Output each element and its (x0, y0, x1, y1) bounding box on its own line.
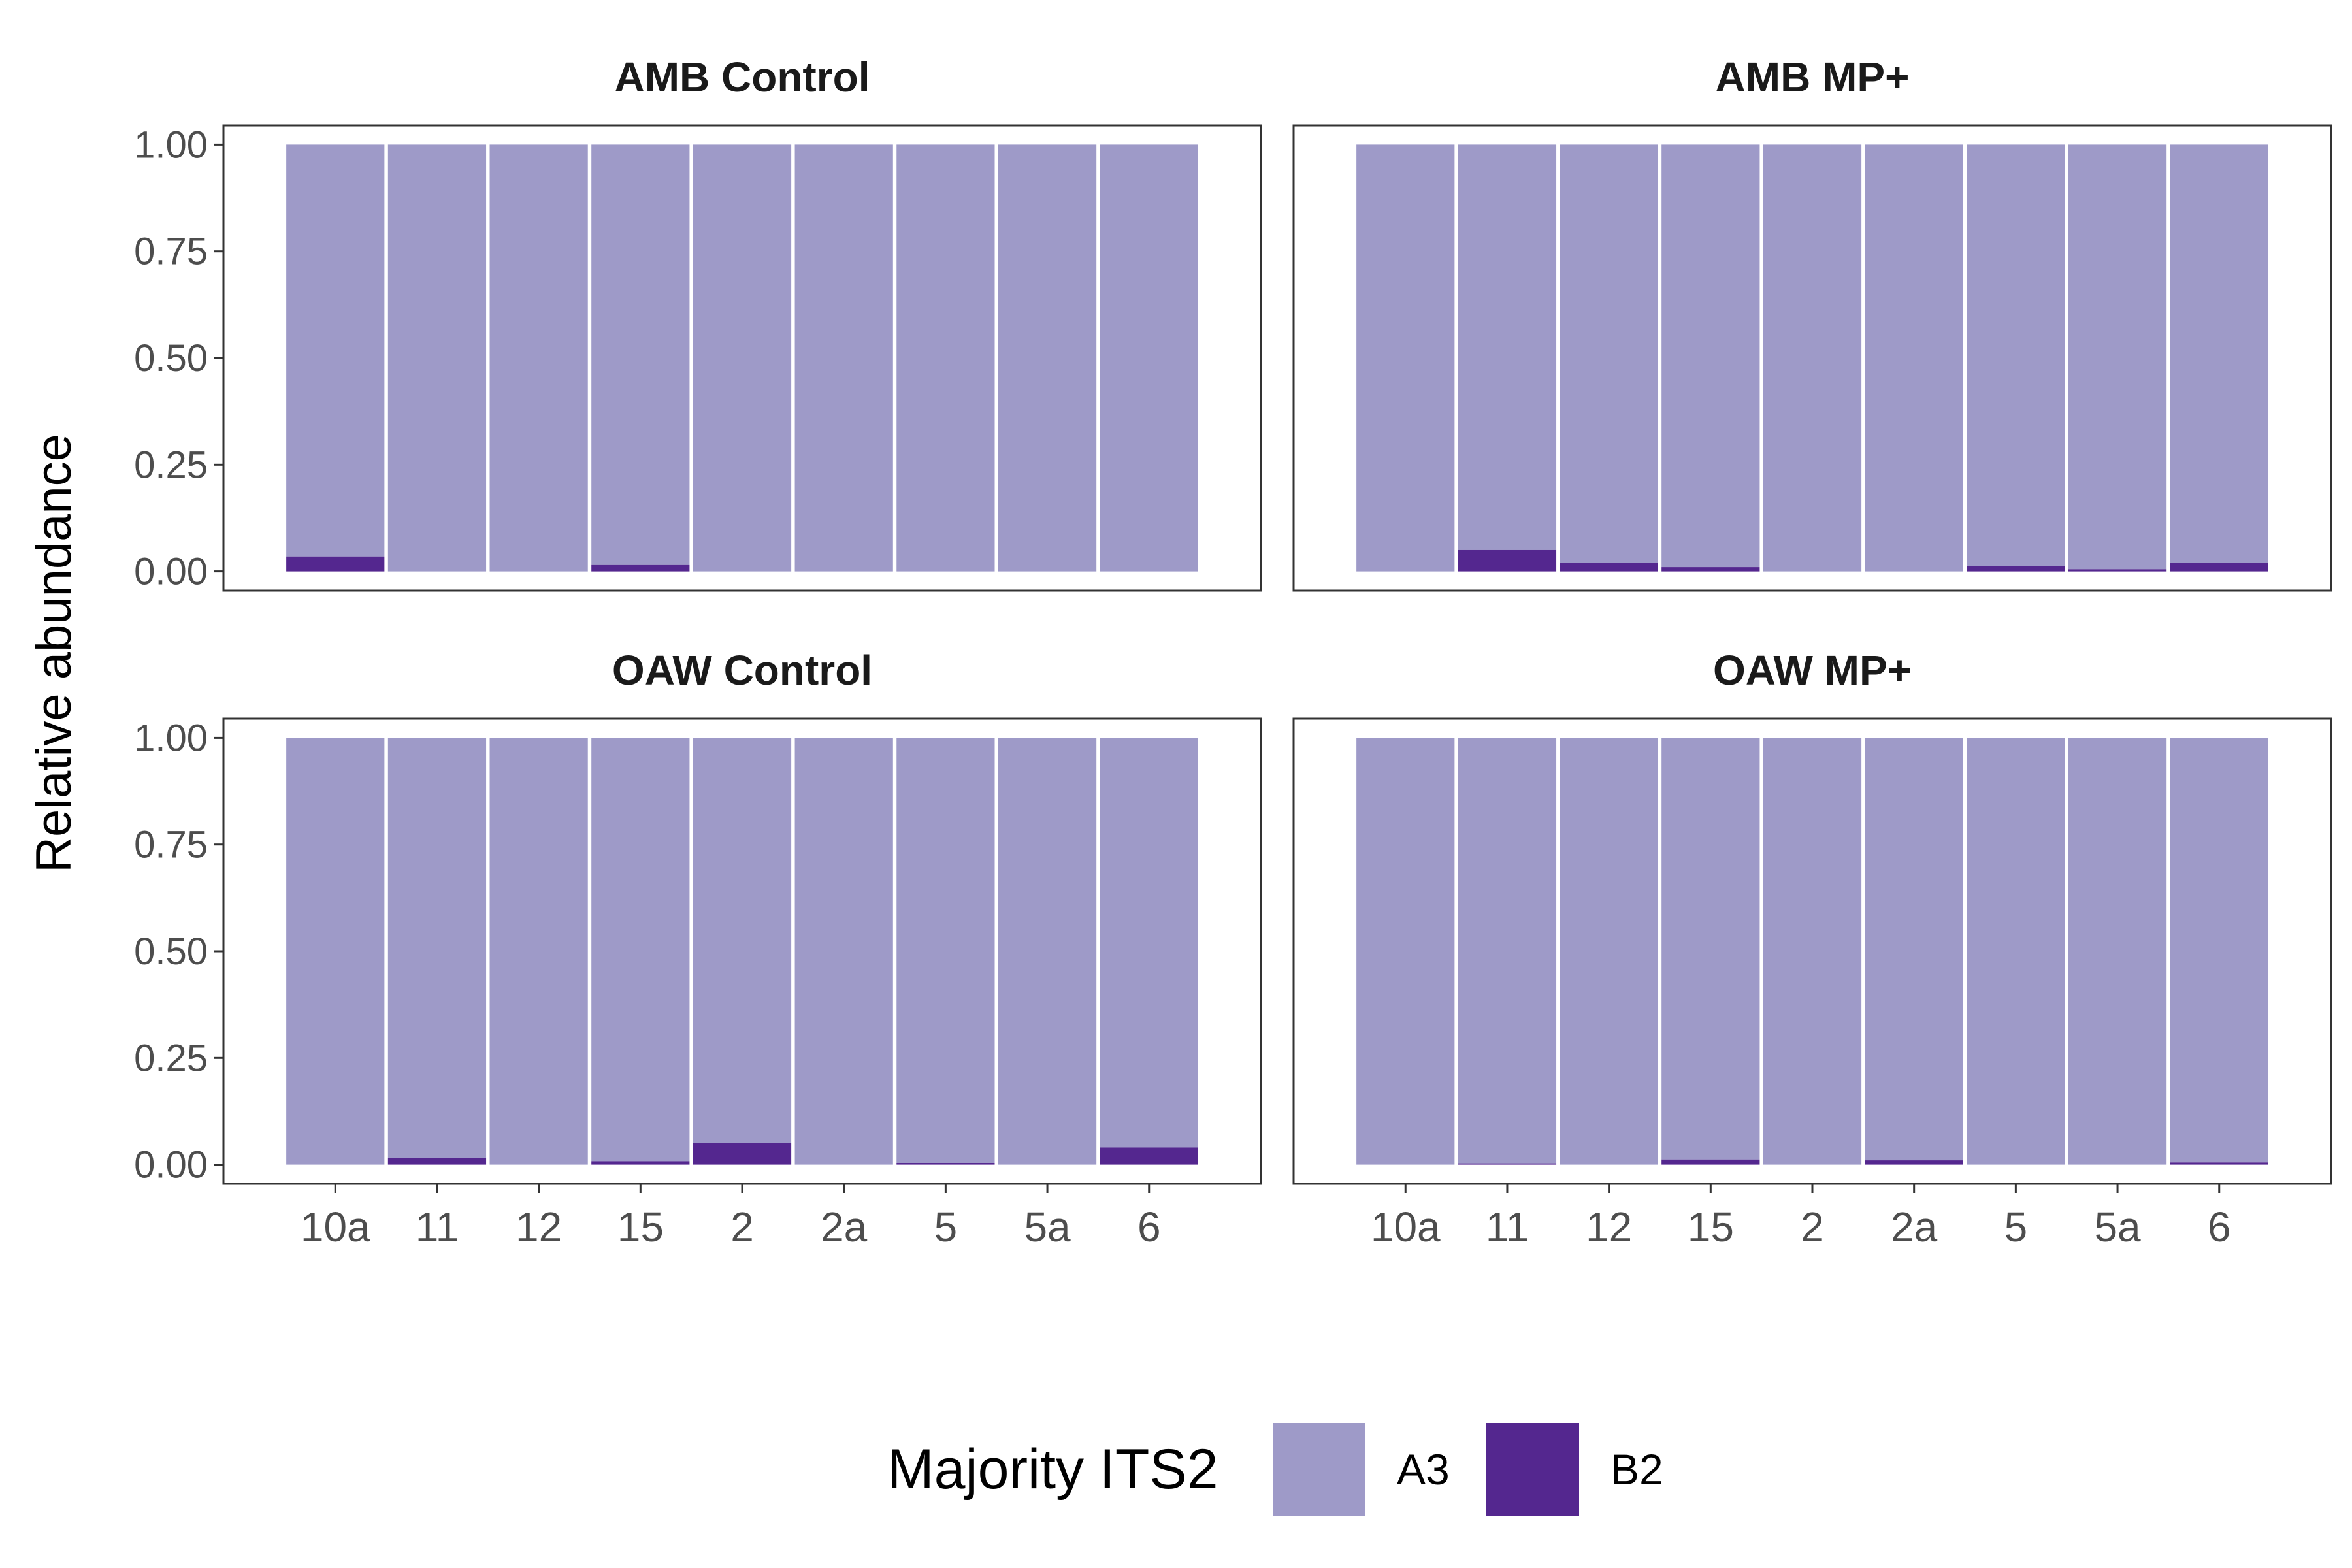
panel-border (1292, 124, 2332, 592)
y-tick-label: 0.25 (134, 444, 208, 486)
bar-b2 (591, 1161, 690, 1165)
x-tick-label: 2a (821, 1203, 868, 1250)
x-tick-label: 5a (1024, 1203, 1071, 1250)
x-tick-label: 2 (730, 1203, 754, 1250)
bar-b2 (1967, 566, 2065, 572)
facet-panel: AMB Control 0.00 0.25 0.50 0.75 1.00 (134, 54, 1262, 593)
x-tick-label: 6 (1137, 1203, 1161, 1250)
y-tick-label: 0.00 (134, 1144, 208, 1186)
bar-a3 (2068, 738, 2167, 1165)
y-tick-label: 0.00 (134, 551, 208, 593)
x-tick-label: 10a (1371, 1203, 1441, 1250)
bar-a3 (896, 738, 995, 1163)
bar-a3 (1661, 144, 1760, 568)
bar-a3 (1865, 144, 1963, 572)
legend-key-a3 (1273, 1423, 1365, 1516)
facet-title: OAW MP+ (1713, 647, 1912, 694)
bar-a3 (998, 738, 1097, 1165)
y-tick-label: 1.00 (134, 123, 208, 166)
bar-b2 (1560, 563, 1658, 572)
bar-a3 (1661, 738, 1760, 1160)
bar-b2 (1100, 1147, 1198, 1165)
bar-b2 (591, 564, 690, 572)
bar-b2 (286, 556, 385, 572)
bar-a3 (2170, 738, 2268, 1163)
bar-a3 (489, 144, 588, 572)
x-tick-label: 12 (515, 1203, 562, 1250)
x-tick-label: 5a (2094, 1203, 2141, 1250)
x-tick-label: 10a (301, 1203, 370, 1250)
x-tick-label: 15 (1688, 1203, 1734, 1250)
bar-a3 (1100, 738, 1198, 1148)
panels: AMB Control 0.00 0.25 0.50 0.75 1.00 AMB MP+ OA… (134, 54, 2332, 1250)
bar-b2 (387, 1158, 487, 1165)
facet-title: AMB MP+ (1716, 54, 1910, 101)
y-tick-label: 0.75 (134, 231, 208, 273)
legend: Majority ITS2 A3 B2 (887, 1423, 1663, 1516)
bar-a3 (794, 144, 893, 572)
bar-b2 (1661, 1159, 1760, 1165)
bar-b2 (2170, 563, 2268, 572)
x-tick-label: 15 (617, 1203, 664, 1250)
x-tick-label: 2 (1801, 1203, 1824, 1250)
y-tick-label: 0.50 (134, 930, 208, 973)
x-tick-label: 5 (2004, 1203, 2028, 1250)
x-tick-label: 5 (934, 1203, 958, 1250)
bar-a3 (286, 144, 385, 557)
y-tick-label: 1.00 (134, 717, 208, 759)
bar-a3 (794, 738, 893, 1165)
legend-key-b2 (1486, 1423, 1579, 1516)
bar-a3 (1356, 738, 1455, 1165)
y-tick-label: 0.50 (134, 337, 208, 380)
bar-a3 (998, 144, 1097, 572)
bar-a3 (1458, 144, 1557, 550)
x-tick-label: 11 (416, 1203, 459, 1250)
bar-b2 (2068, 569, 2167, 572)
facet-panel: OAW MP+ 10a 11 12 15 2 2a 5 5a 6 (1292, 647, 2332, 1250)
bar-a3 (2170, 144, 2268, 563)
bar-b2 (1458, 1163, 1557, 1165)
legend-title: Majority ITS2 (887, 1438, 1218, 1501)
facet-title: AMB Control (614, 54, 870, 101)
facet-title: OAW Control (612, 647, 872, 694)
bar-a3 (387, 144, 487, 572)
bar-a3 (1763, 144, 1862, 572)
bar-a3 (1560, 738, 1658, 1165)
bar-a3 (2068, 144, 2167, 570)
bar-a3 (489, 738, 588, 1165)
bar-b2 (2170, 1162, 2268, 1165)
bar-a3 (1763, 738, 1862, 1165)
x-tick-label: 6 (2208, 1203, 2231, 1250)
y-axis-label: Relative abundance (26, 434, 82, 873)
bar-b2 (896, 1162, 995, 1165)
bar-a3 (1560, 144, 1658, 563)
bar-a3 (693, 144, 792, 572)
bar-a3 (286, 738, 385, 1165)
x-tick-label: 2a (1891, 1203, 1938, 1250)
bar-a3 (1458, 738, 1557, 1164)
facet-panel: AMB MP+ (1292, 54, 2332, 592)
bar-a3 (896, 144, 995, 572)
bar-a3 (1865, 738, 1963, 1161)
legend-label: B2 (1610, 1445, 1663, 1494)
bar-a3 (1356, 144, 1455, 572)
legend-label: A3 (1397, 1445, 1450, 1494)
x-tick-label: 11 (1486, 1203, 1529, 1250)
facet-panel: OAW Control 0.00 0.25 0.50 0.75 1.00 10a 11 12 15… (134, 647, 1262, 1250)
bar-a3 (591, 738, 690, 1162)
bar-b2 (693, 1143, 792, 1165)
bar-b2 (1661, 567, 1760, 572)
bar-b2 (1865, 1160, 1963, 1165)
bar-a3 (1100, 144, 1198, 572)
bar-a3 (1967, 144, 2065, 566)
bar-a3 (1967, 738, 2065, 1165)
x-tick-label: 12 (1586, 1203, 1632, 1250)
bar-b2 (1458, 549, 1557, 572)
y-tick-label: 0.75 (134, 824, 208, 866)
bar-a3 (387, 738, 487, 1158)
y-tick-label: 0.25 (134, 1037, 208, 1079)
bar-a3 (591, 144, 690, 565)
bar-a3 (693, 738, 792, 1143)
